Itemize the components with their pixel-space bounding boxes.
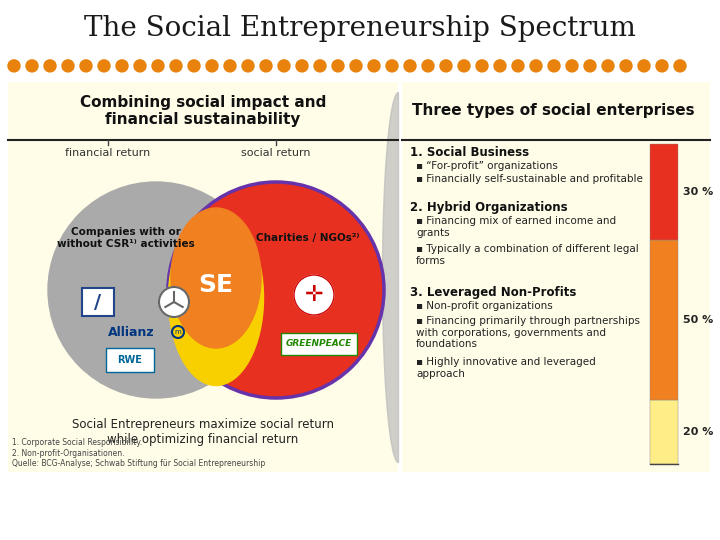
Circle shape bbox=[512, 60, 524, 72]
Text: Charities / NGOs²⁾: Charities / NGOs²⁾ bbox=[256, 233, 360, 243]
FancyBboxPatch shape bbox=[8, 82, 398, 472]
Circle shape bbox=[674, 60, 686, 72]
Text: ▪ Non-profit organizations: ▪ Non-profit organizations bbox=[416, 301, 553, 311]
Circle shape bbox=[62, 60, 74, 72]
Text: ▪ Highly innovative and leveraged
approach: ▪ Highly innovative and leveraged approa… bbox=[416, 357, 595, 379]
Text: 20 %: 20 % bbox=[683, 427, 714, 437]
Circle shape bbox=[278, 60, 290, 72]
Circle shape bbox=[620, 60, 632, 72]
Circle shape bbox=[294, 275, 334, 315]
Text: ▪ Financing mix of earned income and
grants: ▪ Financing mix of earned income and gra… bbox=[416, 216, 616, 238]
Circle shape bbox=[224, 60, 236, 72]
Circle shape bbox=[242, 60, 254, 72]
Text: Combining social impact and
financial sustainability: Combining social impact and financial su… bbox=[80, 95, 326, 127]
Circle shape bbox=[584, 60, 596, 72]
Circle shape bbox=[602, 60, 614, 72]
Circle shape bbox=[494, 60, 506, 72]
Bar bbox=[650, 400, 678, 464]
Text: 30 %: 30 % bbox=[683, 187, 714, 197]
Text: ▪ Financing primarily through partnerships
with corporations, governments and
fo: ▪ Financing primarily through partnershi… bbox=[416, 316, 640, 349]
Bar bbox=[650, 144, 678, 240]
Circle shape bbox=[98, 60, 110, 72]
Circle shape bbox=[116, 60, 128, 72]
Circle shape bbox=[48, 182, 264, 398]
Circle shape bbox=[170, 60, 182, 72]
Circle shape bbox=[8, 60, 20, 72]
Circle shape bbox=[152, 60, 164, 72]
Circle shape bbox=[566, 60, 578, 72]
Text: m: m bbox=[175, 329, 181, 335]
Ellipse shape bbox=[171, 208, 261, 348]
Bar bbox=[650, 240, 678, 400]
Circle shape bbox=[44, 60, 56, 72]
Text: financial return: financial return bbox=[66, 148, 150, 158]
Circle shape bbox=[296, 60, 308, 72]
Circle shape bbox=[440, 60, 452, 72]
Circle shape bbox=[188, 60, 200, 72]
Text: 1. Corporate Social Responsibility.
2. Non-profit-Organisationen.
Quelle: BCG-An: 1. Corporate Social Responsibility. 2. N… bbox=[12, 438, 265, 468]
Circle shape bbox=[422, 60, 434, 72]
Ellipse shape bbox=[168, 211, 264, 386]
Circle shape bbox=[134, 60, 146, 72]
Text: Companies with or
without CSR¹⁾ activities: Companies with or without CSR¹⁾ activiti… bbox=[57, 227, 195, 249]
Circle shape bbox=[368, 60, 380, 72]
Text: 1. Social Business: 1. Social Business bbox=[410, 146, 529, 159]
Circle shape bbox=[159, 287, 189, 317]
Text: /: / bbox=[94, 293, 102, 312]
FancyBboxPatch shape bbox=[106, 348, 154, 372]
Text: ✛: ✛ bbox=[305, 285, 323, 305]
Circle shape bbox=[404, 60, 416, 72]
Text: Three types of social enterprises: Three types of social enterprises bbox=[412, 104, 695, 118]
Circle shape bbox=[26, 60, 38, 72]
Circle shape bbox=[458, 60, 470, 72]
FancyBboxPatch shape bbox=[82, 288, 114, 316]
Text: The Social Entrepreneurship Spectrum: The Social Entrepreneurship Spectrum bbox=[84, 15, 636, 42]
Text: 3. Leveraged Non-Profits: 3. Leveraged Non-Profits bbox=[410, 286, 577, 299]
Circle shape bbox=[260, 60, 272, 72]
Text: SE: SE bbox=[199, 273, 233, 297]
Circle shape bbox=[80, 60, 92, 72]
Text: GREENPEACE: GREENPEACE bbox=[286, 340, 352, 348]
Text: ▪ “For-profit” organizations: ▪ “For-profit” organizations bbox=[416, 161, 558, 171]
FancyBboxPatch shape bbox=[402, 82, 710, 472]
Circle shape bbox=[386, 60, 398, 72]
Text: 50 %: 50 % bbox=[683, 315, 714, 325]
Circle shape bbox=[530, 60, 542, 72]
Circle shape bbox=[476, 60, 488, 72]
Text: Allianz: Allianz bbox=[108, 326, 154, 339]
Circle shape bbox=[168, 182, 384, 398]
Text: social return: social return bbox=[241, 148, 311, 158]
FancyBboxPatch shape bbox=[281, 333, 357, 355]
Circle shape bbox=[332, 60, 344, 72]
Text: RWE: RWE bbox=[117, 355, 143, 365]
Circle shape bbox=[638, 60, 650, 72]
Circle shape bbox=[350, 60, 362, 72]
Text: ▪ Financially self-sustainable and profitable: ▪ Financially self-sustainable and profi… bbox=[416, 174, 643, 184]
Text: Social Entrepreneurs maximize social return
while optimizing financial return: Social Entrepreneurs maximize social ret… bbox=[72, 418, 334, 446]
Circle shape bbox=[314, 60, 326, 72]
Text: 2. Hybrid Organizations: 2. Hybrid Organizations bbox=[410, 201, 567, 214]
Text: ▪ Typically a combination of different legal
forms: ▪ Typically a combination of different l… bbox=[416, 244, 639, 266]
Circle shape bbox=[656, 60, 668, 72]
Circle shape bbox=[548, 60, 560, 72]
Circle shape bbox=[206, 60, 218, 72]
